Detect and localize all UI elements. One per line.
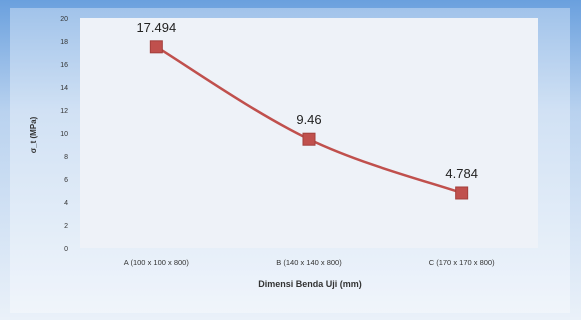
y-tick-label: 20 [60,16,68,23]
x-axis: A (100 x 100 x 800) B (140 x 140 x 800) C … [124,258,495,267]
data-label: 4.784 [445,166,478,181]
x-tick-label: B (140 x 140 x 800) [276,258,342,267]
data-point-marker [455,186,469,200]
x-axis-label: Dimensi Benda Uji (mm) [258,279,362,289]
y-axis-label: σ_t (MPa) [29,116,38,153]
y-tick-label: 0 [64,246,68,253]
x-tick-label: C (170 x 170 x 800) [429,258,495,267]
y-tick-label: 6 [64,177,68,184]
data-label: 17.494 [136,20,176,35]
data-point-marker [149,40,163,54]
y-tick-label: 4 [64,200,68,207]
y-tick-label: 2 [64,223,68,230]
y-tick-label: 10 [60,131,68,138]
y-tick-label: 18 [60,39,68,46]
y-tick-label: 16 [60,62,68,69]
y-tick-label: 8 [64,154,68,161]
x-tick-label: A (100 x 100 x 800) [124,258,190,267]
series-group: 17.494 9.46 4.784 [136,20,478,200]
y-tick-label: 14 [60,85,68,92]
y-axis: 0 2 4 6 8 10 12 14 16 18 20 [60,16,68,253]
data-point-marker [302,132,316,146]
data-label: 9.46 [296,112,321,127]
y-tick-label: 12 [60,108,68,115]
